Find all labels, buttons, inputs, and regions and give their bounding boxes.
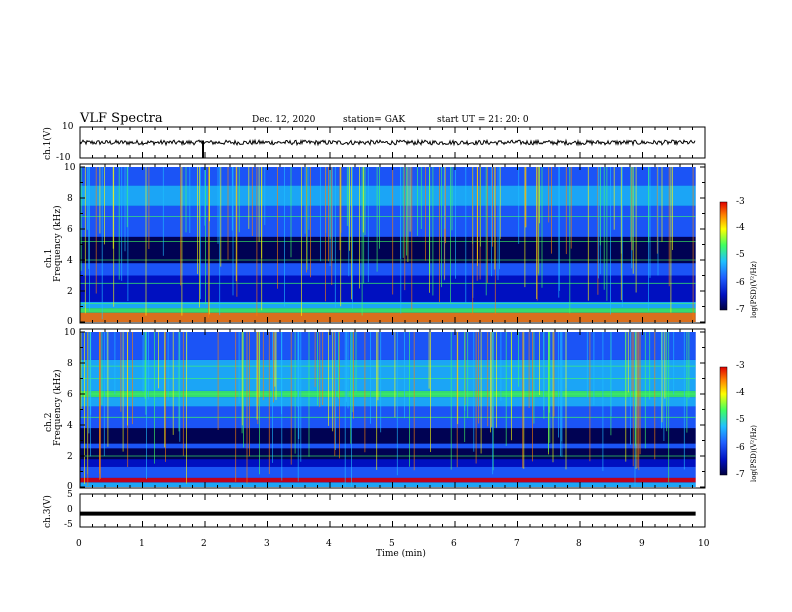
ch1f-tick-10: 10 <box>64 163 76 173</box>
ch1-spec-band-0 <box>80 312 696 322</box>
xtick-8: 8 <box>576 539 582 549</box>
cb2-tick-m7: -7 <box>736 470 745 480</box>
cb1-tick-m6: -6 <box>736 278 745 288</box>
ch2-spec-band-11 <box>80 332 696 360</box>
ch2-spec-band-6 <box>80 428 696 444</box>
cb1-tick-m7: -7 <box>736 305 745 315</box>
panel-frames <box>79 126 706 528</box>
cb1-tick-m5: -5 <box>736 250 745 260</box>
ch1f-tick-8: 8 <box>67 194 73 204</box>
ch1-waveform-panel <box>79 138 696 158</box>
cb1-tick-m4: -4 <box>736 223 745 233</box>
ch2-spec-band-5 <box>80 443 696 449</box>
start-ut-label: start UT = 21: 20: 0 <box>437 115 529 125</box>
xtick-1: 1 <box>139 539 145 549</box>
station-label: station= GAK <box>343 115 406 125</box>
xtick-2: 2 <box>201 539 207 549</box>
ch1f-tick-2: 2 <box>67 287 73 297</box>
ch2-spec-band-3 <box>80 459 696 467</box>
cb1-tick-m3: -3 <box>736 197 745 207</box>
ch1-spec-band-2 <box>80 301 696 309</box>
ch2f-tick-4: 4 <box>67 421 73 431</box>
xtick-6: 6 <box>451 539 457 549</box>
ch1v-tick-bottom: -10 <box>56 153 71 163</box>
cb2-tick-m4: -4 <box>736 388 745 398</box>
ch2-spec-band-2 <box>80 466 696 478</box>
ch1-spec-band-6 <box>80 205 696 237</box>
ch1-spectrogram-panel <box>80 167 696 322</box>
ch1-waveform-trace <box>79 138 696 147</box>
ch3v-tick-0: 0 <box>67 505 73 515</box>
ch3v-tick-m5: -5 <box>64 520 73 530</box>
xtick-10: 10 <box>698 539 710 549</box>
ch1v-tick-top: 10 <box>62 122 74 132</box>
ch2f-tick-0: 0 <box>67 482 73 492</box>
ch1-spec-band-5 <box>80 236 696 264</box>
ch1-spec-band-7 <box>80 185 696 206</box>
cb2-tick-m6: -6 <box>736 443 745 453</box>
ch1f-tick-6: 6 <box>67 225 73 235</box>
date-label: Dec. 12, 2020 <box>252 115 316 125</box>
xtick-4: 4 <box>326 539 332 549</box>
ch1-spec-band-3 <box>80 275 696 302</box>
ch1-spec-band-8 <box>80 167 696 186</box>
ch2-spec-band-0 <box>80 482 696 487</box>
ch3v-tick-5: 5 <box>67 490 73 500</box>
xtick-7: 7 <box>514 539 520 549</box>
x-axis-label: Time (min) <box>376 549 426 559</box>
ch2-colorbar <box>719 366 728 476</box>
cb2-tick-m5: -5 <box>736 415 745 425</box>
ch1-spec-band-1 <box>80 308 696 313</box>
ch2f-tick-8: 8 <box>67 359 73 369</box>
xtick-5: 5 <box>389 539 395 549</box>
xtick-0: 0 <box>76 539 82 549</box>
ch2f-tick-10: 10 <box>64 328 76 338</box>
ch2f-tick-2: 2 <box>67 452 73 462</box>
chart-title: VLF Spectra <box>80 111 163 126</box>
xtick-9: 9 <box>639 539 645 549</box>
ch1f-tick-4: 4 <box>67 256 73 266</box>
ch2-spec-band-4 <box>80 448 696 460</box>
ch1-spec-band-4 <box>80 263 696 276</box>
ch2-spec-band-1 <box>80 477 696 483</box>
ch2-spectrogram-panel <box>80 332 696 487</box>
ch2-spec-band-8 <box>80 397 696 407</box>
ch1f-tick-0: 0 <box>67 317 73 327</box>
ch1-colorbar <box>719 201 728 311</box>
cb2-tick-m3: -3 <box>736 361 745 371</box>
ch2f-tick-6: 6 <box>67 390 73 400</box>
xtick-3: 3 <box>264 539 270 549</box>
ch2-spec-band-10 <box>80 359 696 391</box>
